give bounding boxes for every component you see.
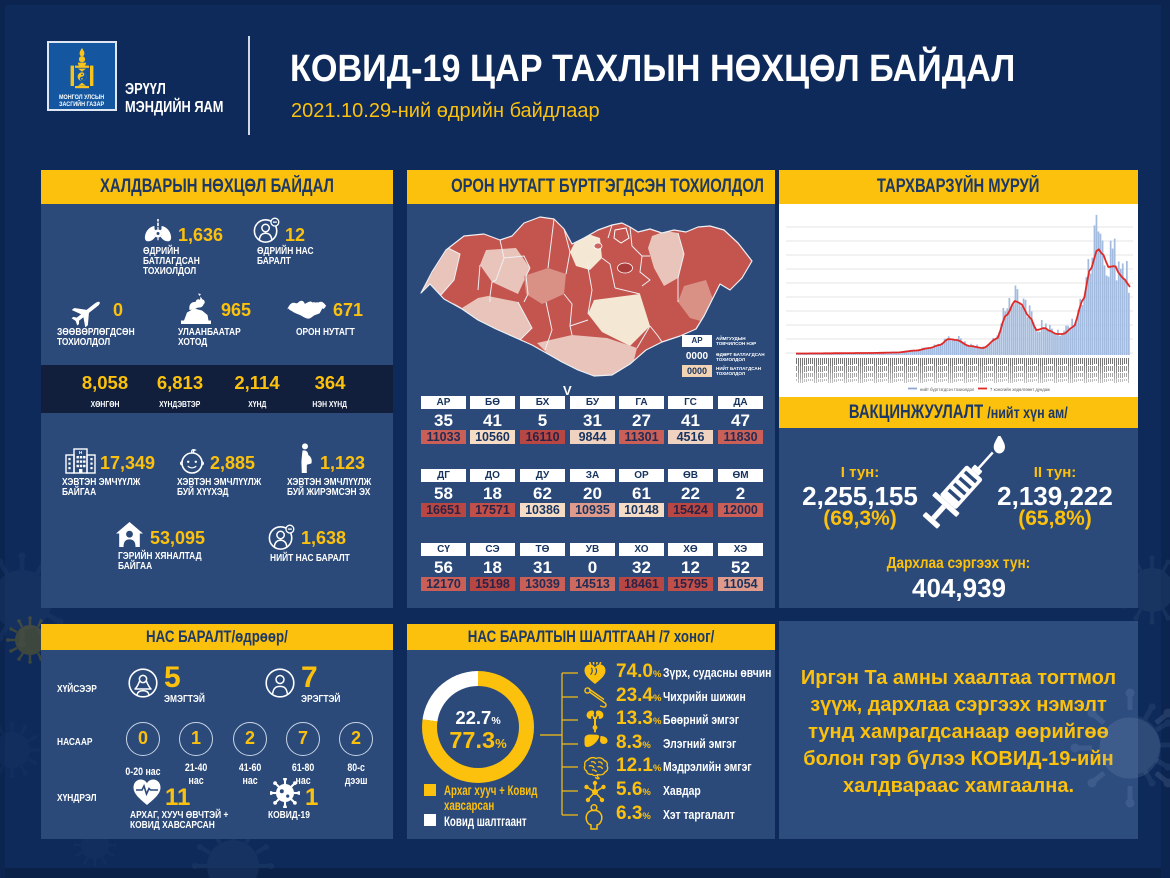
svg-text:H: H — [79, 450, 83, 455]
svg-text:нийт бүртгэгдсэн тохиолдол: нийт бүртгэгдсэн тохиолдол — [920, 387, 975, 392]
svg-text:7 хоногийн хөдөлгөөнт дундаж: 7 хоногийн хөдөлгөөнт дундаж — [990, 387, 1050, 392]
